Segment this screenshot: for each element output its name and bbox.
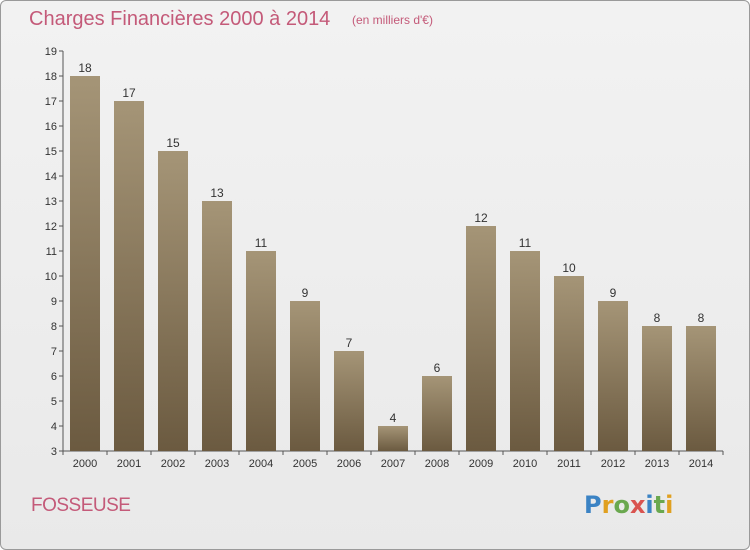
bar-value-label: 9 [302,286,309,300]
y-tick-label: 17 [45,96,57,108]
bar-value-label: 13 [210,186,224,200]
bar [686,326,716,451]
bar [642,326,672,451]
y-tick-label: 9 [51,296,57,308]
x-tick-label: 2003 [205,458,229,470]
bar [70,76,100,451]
bar [114,101,144,451]
x-tick-label: 2006 [337,458,361,470]
bar [510,251,540,451]
bar [158,151,188,451]
y-tick-label: 16 [45,121,57,133]
y-tick-label: 7 [51,346,57,358]
x-tick-label: 2004 [249,458,273,470]
bar [598,301,628,451]
proxiti-logo[interactable]: Proxiti [584,491,674,519]
bar [202,201,232,451]
bar-value-label: 11 [519,236,532,250]
chart-subtitle: (en milliers d'€) [352,13,433,27]
bar [290,301,320,451]
bar-value-label: 9 [610,286,617,300]
x-tick-label: 2000 [73,458,97,470]
bar-value-label: 18 [78,61,92,75]
x-tick-label: 2012 [601,458,625,470]
y-tick-label: 12 [45,221,57,233]
x-tick-label: 2010 [513,458,537,470]
x-tick-label: 2011 [557,458,581,470]
bar [422,376,452,451]
x-tick-label: 2013 [645,458,669,470]
y-tick-label: 5 [51,396,57,408]
y-tick-label: 11 [46,246,57,258]
bar [378,426,408,451]
bar-value-label: 4 [390,411,397,425]
bar [554,276,584,451]
x-tick-label: 2002 [161,458,185,470]
y-tick-label: 18 [45,71,57,83]
y-tick-label: 19 [45,46,57,58]
bar [246,251,276,451]
bar-value-label: 8 [698,311,705,325]
y-tick-label: 13 [45,196,57,208]
bar-value-label: 12 [474,211,488,225]
y-tick-label: 6 [51,371,57,383]
bar [334,351,364,451]
bar-value-label: 11 [255,236,268,250]
bar-value-label: 10 [562,261,576,275]
commune-name: FOSSEUSE [31,495,131,516]
y-tick-label: 8 [51,321,57,333]
x-tick-label: 2014 [689,458,713,470]
x-tick-label: 2009 [469,458,493,470]
y-tick-label: 15 [45,146,57,158]
x-tick-label: 2008 [425,458,449,470]
bar-value-label: 8 [654,311,661,325]
y-tick-label: 3 [51,446,57,458]
chart-title: Charges Financières 2000 à 2014 [29,8,331,30]
bar-value-label: 6 [434,361,441,375]
x-tick-label: 2007 [381,458,405,470]
x-tick-label: 2001 [117,458,141,470]
bar-value-label: 15 [166,136,180,150]
y-tick-label: 10 [45,271,57,283]
y-tick-label: 4 [51,421,57,433]
bar-value-label: 7 [346,336,353,350]
bar-value-label: 17 [122,86,136,100]
bar [466,226,496,451]
y-tick-label: 14 [45,171,57,183]
x-tick-label: 2005 [293,458,317,470]
